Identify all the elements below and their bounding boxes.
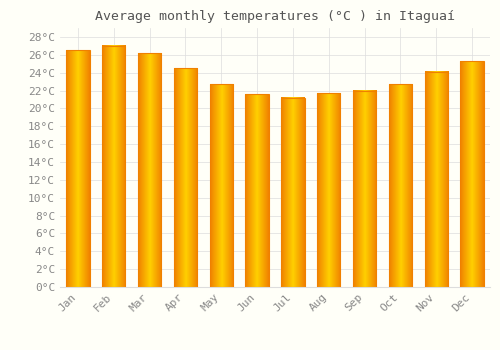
Bar — [102, 46, 126, 287]
Bar — [353, 91, 376, 287]
Bar — [460, 61, 483, 287]
Bar — [317, 93, 340, 287]
Bar — [66, 50, 90, 287]
Bar — [174, 68, 197, 287]
Bar — [210, 84, 233, 287]
Bar — [282, 98, 304, 287]
Title: Average monthly temperatures (°C ) in Itaguaí: Average monthly temperatures (°C ) in It… — [95, 10, 455, 23]
Bar — [246, 94, 268, 287]
Bar — [424, 72, 448, 287]
Bar — [138, 53, 161, 287]
Bar — [389, 84, 412, 287]
